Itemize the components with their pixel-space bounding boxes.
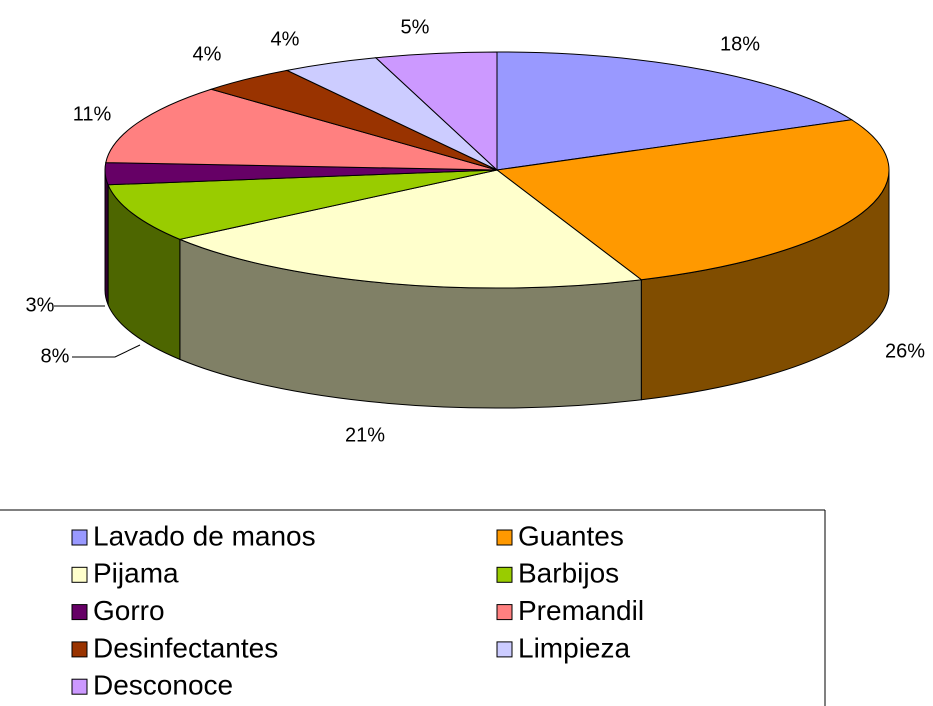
legend-swatch — [71, 678, 88, 695]
legend-swatch — [496, 529, 513, 546]
legend-label: Gorro — [93, 595, 165, 626]
data-label: 5% — [401, 16, 430, 38]
legend-label: Lavado de manos — [93, 520, 316, 551]
data-label: 18% — [720, 33, 760, 55]
data-label: 11% — [73, 103, 112, 125]
legend-label: Desconoce — [93, 670, 233, 701]
data-label: 4% — [271, 28, 300, 50]
legend-label: Premandil — [518, 595, 644, 626]
pie-slice — [178, 169, 643, 289]
data-label: 3% — [26, 294, 55, 316]
legend-swatch — [496, 604, 513, 621]
pie-slice — [496, 51, 854, 171]
legend-label: Desinfectantes — [93, 632, 278, 663]
pie-slice — [495, 119, 890, 281]
legend-swatch — [496, 566, 513, 583]
pie-slice — [107, 169, 498, 240]
legend-swatch — [71, 604, 88, 621]
pie-slice — [374, 51, 498, 172]
legend-swatch — [496, 641, 513, 658]
data-label: 21% — [345, 424, 385, 446]
data-label: 4% — [193, 43, 222, 65]
legend-swatch — [71, 641, 88, 658]
data-label: 8% — [41, 345, 70, 367]
legend-swatch — [71, 566, 88, 583]
legend-label: Barbijos — [518, 558, 619, 589]
data-label: 26% — [885, 340, 925, 362]
leader-line — [72, 344, 141, 358]
legend-label: Guantes — [518, 520, 624, 551]
legend-swatch — [71, 529, 88, 546]
pie-side — [104, 169, 109, 305]
legend-label: Limpieza — [518, 632, 630, 663]
pie-slice — [105, 88, 498, 171]
legend-label: Pijama — [93, 558, 179, 589]
